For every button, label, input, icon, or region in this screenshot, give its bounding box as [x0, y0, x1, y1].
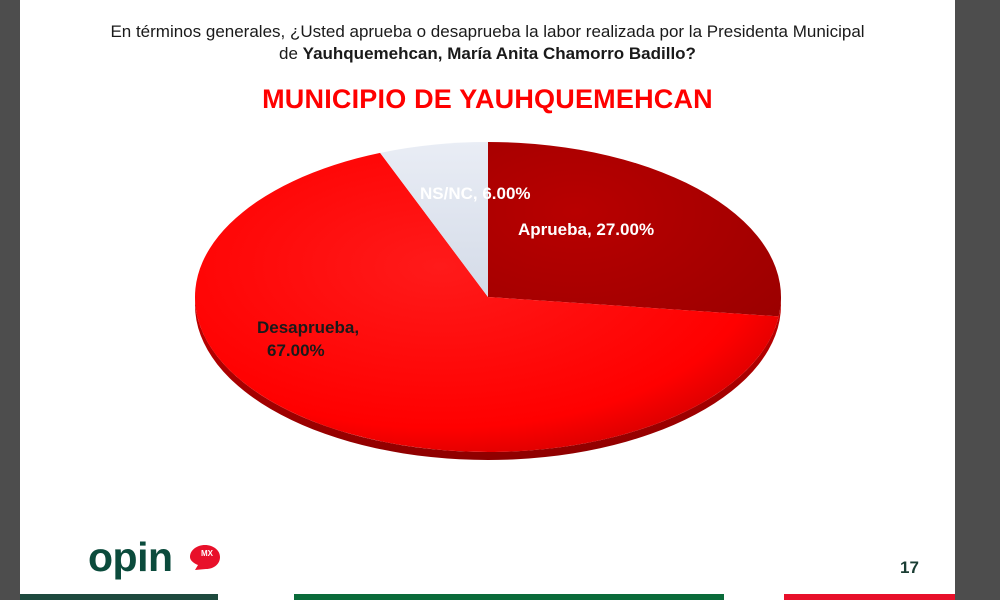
- chart-title: MUNICIPIO DE YAUHQUEMEHCAN: [262, 84, 713, 114]
- slide: En términos generales, ¿Usted aprueba o …: [20, 0, 955, 600]
- pie-slices: [195, 142, 781, 460]
- pie-label-ns-nc: NS/NC, 6.00%: [420, 184, 531, 203]
- question-line-2-prefix: de: [279, 44, 303, 63]
- footer-strip-green: [294, 594, 724, 600]
- left-window-bar: [0, 0, 20, 600]
- question-line-2: de Yauhquemehcan, María Anita Chamorro B…: [20, 43, 955, 65]
- pie-chart: Aprueba, 27.00% Desaprueba, 67.00% NS/NC, 6…: [195, 142, 781, 460]
- pie-labels: Aprueba, 27.00% Desaprueba, 67.00% NS/NC, 6…: [257, 184, 654, 360]
- logo-text: opin: [88, 534, 173, 580]
- question-subject: Yauhquemehcan, María Anita Chamorro Badi…: [302, 44, 696, 63]
- question-line-1: En términos generales, ¿Usted aprueba o …: [110, 22, 865, 41]
- pie-label-aprueba: Aprueba, 27.00%: [518, 220, 654, 239]
- footer-strip-red: [784, 594, 955, 600]
- logo-badge-label: MX: [201, 549, 213, 558]
- footer-strip-dark: [20, 594, 218, 600]
- pie-slice-desaprueba: [195, 152, 779, 452]
- survey-question: En términos generales, ¿Usted aprueba o …: [20, 21, 955, 65]
- logo-badge-icon: [190, 545, 220, 570]
- right-window-bar: [955, 0, 1000, 600]
- pie-slice-aprueba: [488, 142, 781, 317]
- pie-label-desaprueba: Desaprueba, 67.00%: [257, 318, 359, 360]
- page-number: 17: [900, 558, 919, 577]
- pie-slice-ns-nc: [380, 142, 488, 297]
